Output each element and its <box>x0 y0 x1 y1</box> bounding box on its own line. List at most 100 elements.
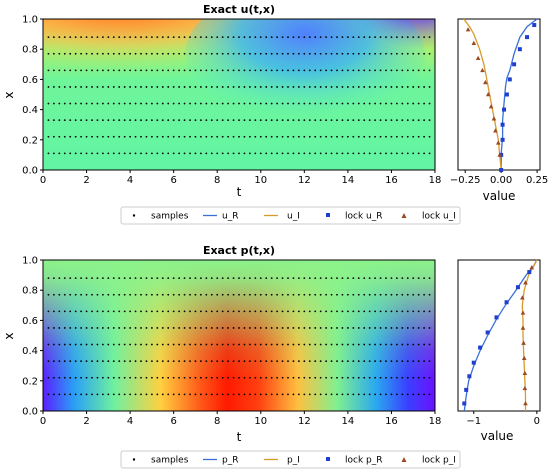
sample-point <box>210 376 213 379</box>
sample-point <box>232 310 235 313</box>
sample-point <box>352 393 355 396</box>
sample-point <box>178 119 181 122</box>
sample-point <box>129 393 132 396</box>
sample-point <box>150 393 153 396</box>
sample-point <box>412 277 415 280</box>
sample-point <box>281 102 284 105</box>
sample-point <box>417 52 420 55</box>
sample-point <box>281 52 284 55</box>
sample-point <box>199 393 202 396</box>
sample-point <box>412 327 415 329</box>
sample-point <box>91 102 93 105</box>
sample-point <box>74 393 77 396</box>
sample-point <box>69 376 72 379</box>
legend-lock-p-i-marker <box>401 457 407 462</box>
sample-point <box>134 52 137 55</box>
sample-point <box>314 277 317 280</box>
sample-point <box>194 102 197 105</box>
sample-point <box>150 360 153 363</box>
sample-point <box>412 310 415 313</box>
sample-point <box>194 360 197 363</box>
sample-point <box>287 135 289 138</box>
sample-point <box>287 119 289 122</box>
sample-point <box>145 393 148 396</box>
sample-point <box>150 327 153 329</box>
bottom-profile-lock-imag-point <box>520 310 526 315</box>
sample-point <box>129 102 132 105</box>
sample-point <box>325 119 328 122</box>
sample-point <box>336 376 338 379</box>
sample-point <box>297 343 300 346</box>
sample-point <box>374 69 377 72</box>
sample-point <box>85 119 88 122</box>
sample-point <box>52 69 55 72</box>
sample-point <box>232 102 235 105</box>
sample-point <box>292 360 295 363</box>
top-sample-dots <box>47 36 431 155</box>
sample-point <box>303 310 306 313</box>
sample-point <box>199 360 202 363</box>
sample-point <box>297 393 300 396</box>
sample-point <box>401 360 404 363</box>
sample-point <box>406 152 409 155</box>
sample-point <box>238 119 240 122</box>
sample-point <box>265 293 268 296</box>
sample-point <box>63 135 66 138</box>
sample-point <box>248 152 251 155</box>
sample-point <box>330 86 333 88</box>
sample-point <box>227 152 230 155</box>
sample-point <box>91 277 93 280</box>
sample-point <box>352 152 355 155</box>
sample-point <box>417 152 420 155</box>
sample-point <box>314 327 317 329</box>
top-xtick-label: 14 <box>342 175 355 186</box>
sample-point <box>265 393 268 396</box>
sample-point <box>270 119 273 122</box>
sample-point <box>134 277 137 280</box>
sample-point <box>276 69 279 72</box>
sample-point <box>287 310 289 313</box>
top-xtick-label: 0 <box>40 175 46 186</box>
sample-point <box>216 86 219 88</box>
sample-point <box>167 52 170 55</box>
sample-point <box>265 119 268 122</box>
sample-point <box>129 327 132 329</box>
sample-point <box>292 119 295 122</box>
sample-point <box>58 36 61 39</box>
sample-point <box>161 277 164 280</box>
sample-point <box>140 86 142 88</box>
sample-point <box>69 327 72 329</box>
sample-point <box>156 86 159 88</box>
bottom-xtick-label: 16 <box>385 416 398 427</box>
sample-point <box>167 152 170 155</box>
sample-point <box>352 376 355 379</box>
sample-point <box>167 135 170 138</box>
sample-point <box>129 135 132 138</box>
sample-point <box>248 135 251 138</box>
top-profile-lock-imag-point <box>495 140 501 145</box>
sample-point <box>374 119 377 122</box>
sample-point <box>292 69 295 72</box>
sample-point <box>96 293 99 296</box>
sample-point <box>276 152 279 155</box>
sample-point <box>178 69 181 72</box>
sample-point <box>58 393 61 396</box>
sample-point <box>352 69 355 72</box>
sample-point <box>368 310 371 313</box>
sample-point <box>161 135 164 138</box>
sample-point <box>178 360 181 363</box>
sample-point <box>145 119 148 122</box>
sample-point <box>297 135 300 138</box>
sample-point <box>63 86 66 88</box>
sample-point <box>248 376 251 379</box>
sample-point <box>303 293 306 296</box>
sample-point <box>390 152 393 155</box>
sample-point <box>156 52 159 55</box>
sample-point <box>341 277 344 280</box>
sample-point <box>107 393 110 396</box>
bottom-profile-xtick-label: 0 <box>534 416 540 427</box>
sample-point <box>401 393 404 396</box>
sample-point <box>352 102 355 105</box>
sample-point <box>80 277 83 280</box>
sample-point <box>406 135 409 138</box>
